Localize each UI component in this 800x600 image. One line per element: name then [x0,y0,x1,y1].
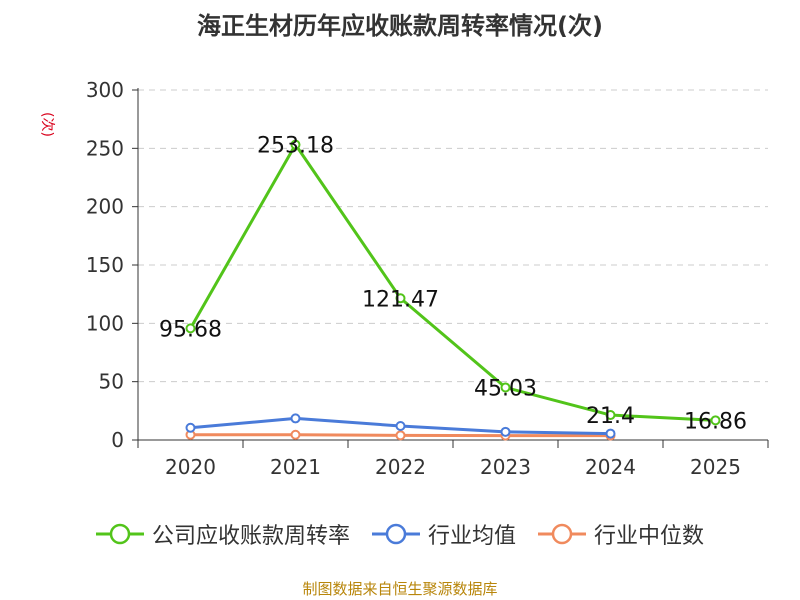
data-point [710,415,721,426]
y-tick-label: 100 [86,311,124,335]
data-label: 253.18 [257,134,334,159]
legend-label: 行业均值 [427,524,516,549]
data-point [605,410,616,421]
legend-marker-icon [538,523,586,545]
x-tick-label: 2024 [585,455,636,479]
data-source-note: 制图数据来自恒生聚源数据库 [302,580,498,598]
data-point [395,430,406,441]
y-tick-label: 0 [111,428,124,452]
legend-label: 公司应收账款周转率 [151,524,350,549]
legend-marker-icon [95,523,144,545]
x-tick-label: 2022 [375,455,426,479]
y-tick-label: 250 [86,136,124,160]
chart-legend: 公司应收账款周转率 行业均值 行业中位数 [0,518,800,550]
data-label: 95.68 [159,317,222,342]
legend-marker-icon [371,523,420,545]
data-point [395,421,406,431]
y-tick-label: 50 [99,370,124,394]
series-line [189,143,716,422]
x-tick-label: 2023 [480,455,531,479]
data-label: 121.47 [362,287,439,312]
y-tick-label: 300 [86,78,124,102]
data-point [500,382,511,393]
data-point [185,422,196,433]
legend-item[interactable]: 行业均值 [371,518,516,550]
data-point [290,413,301,424]
data-point [290,429,301,440]
legend-item[interactable]: 公司应收账款周转率 [95,518,350,550]
data-point [605,428,616,439]
x-tick-label: 2021 [270,455,321,479]
data-point [185,323,196,334]
data-point [500,426,511,437]
data-label: 16.86 [684,409,747,434]
data-point [395,293,406,304]
data-label: 45.03 [474,376,537,401]
y-tick-label: 150 [86,253,124,277]
data-label: 21.4 [586,404,635,429]
chart-title: 海正生材历年应收账款周转率情况(次) [197,12,603,40]
y-tick-label: 200 [86,195,124,219]
x-tick-label: 2025 [690,455,741,479]
data-point [290,139,301,150]
x-tick-label: 2020 [165,455,216,479]
legend-item[interactable]: 行业中位数 [538,518,704,550]
legend-label: 行业中位数 [594,524,705,549]
